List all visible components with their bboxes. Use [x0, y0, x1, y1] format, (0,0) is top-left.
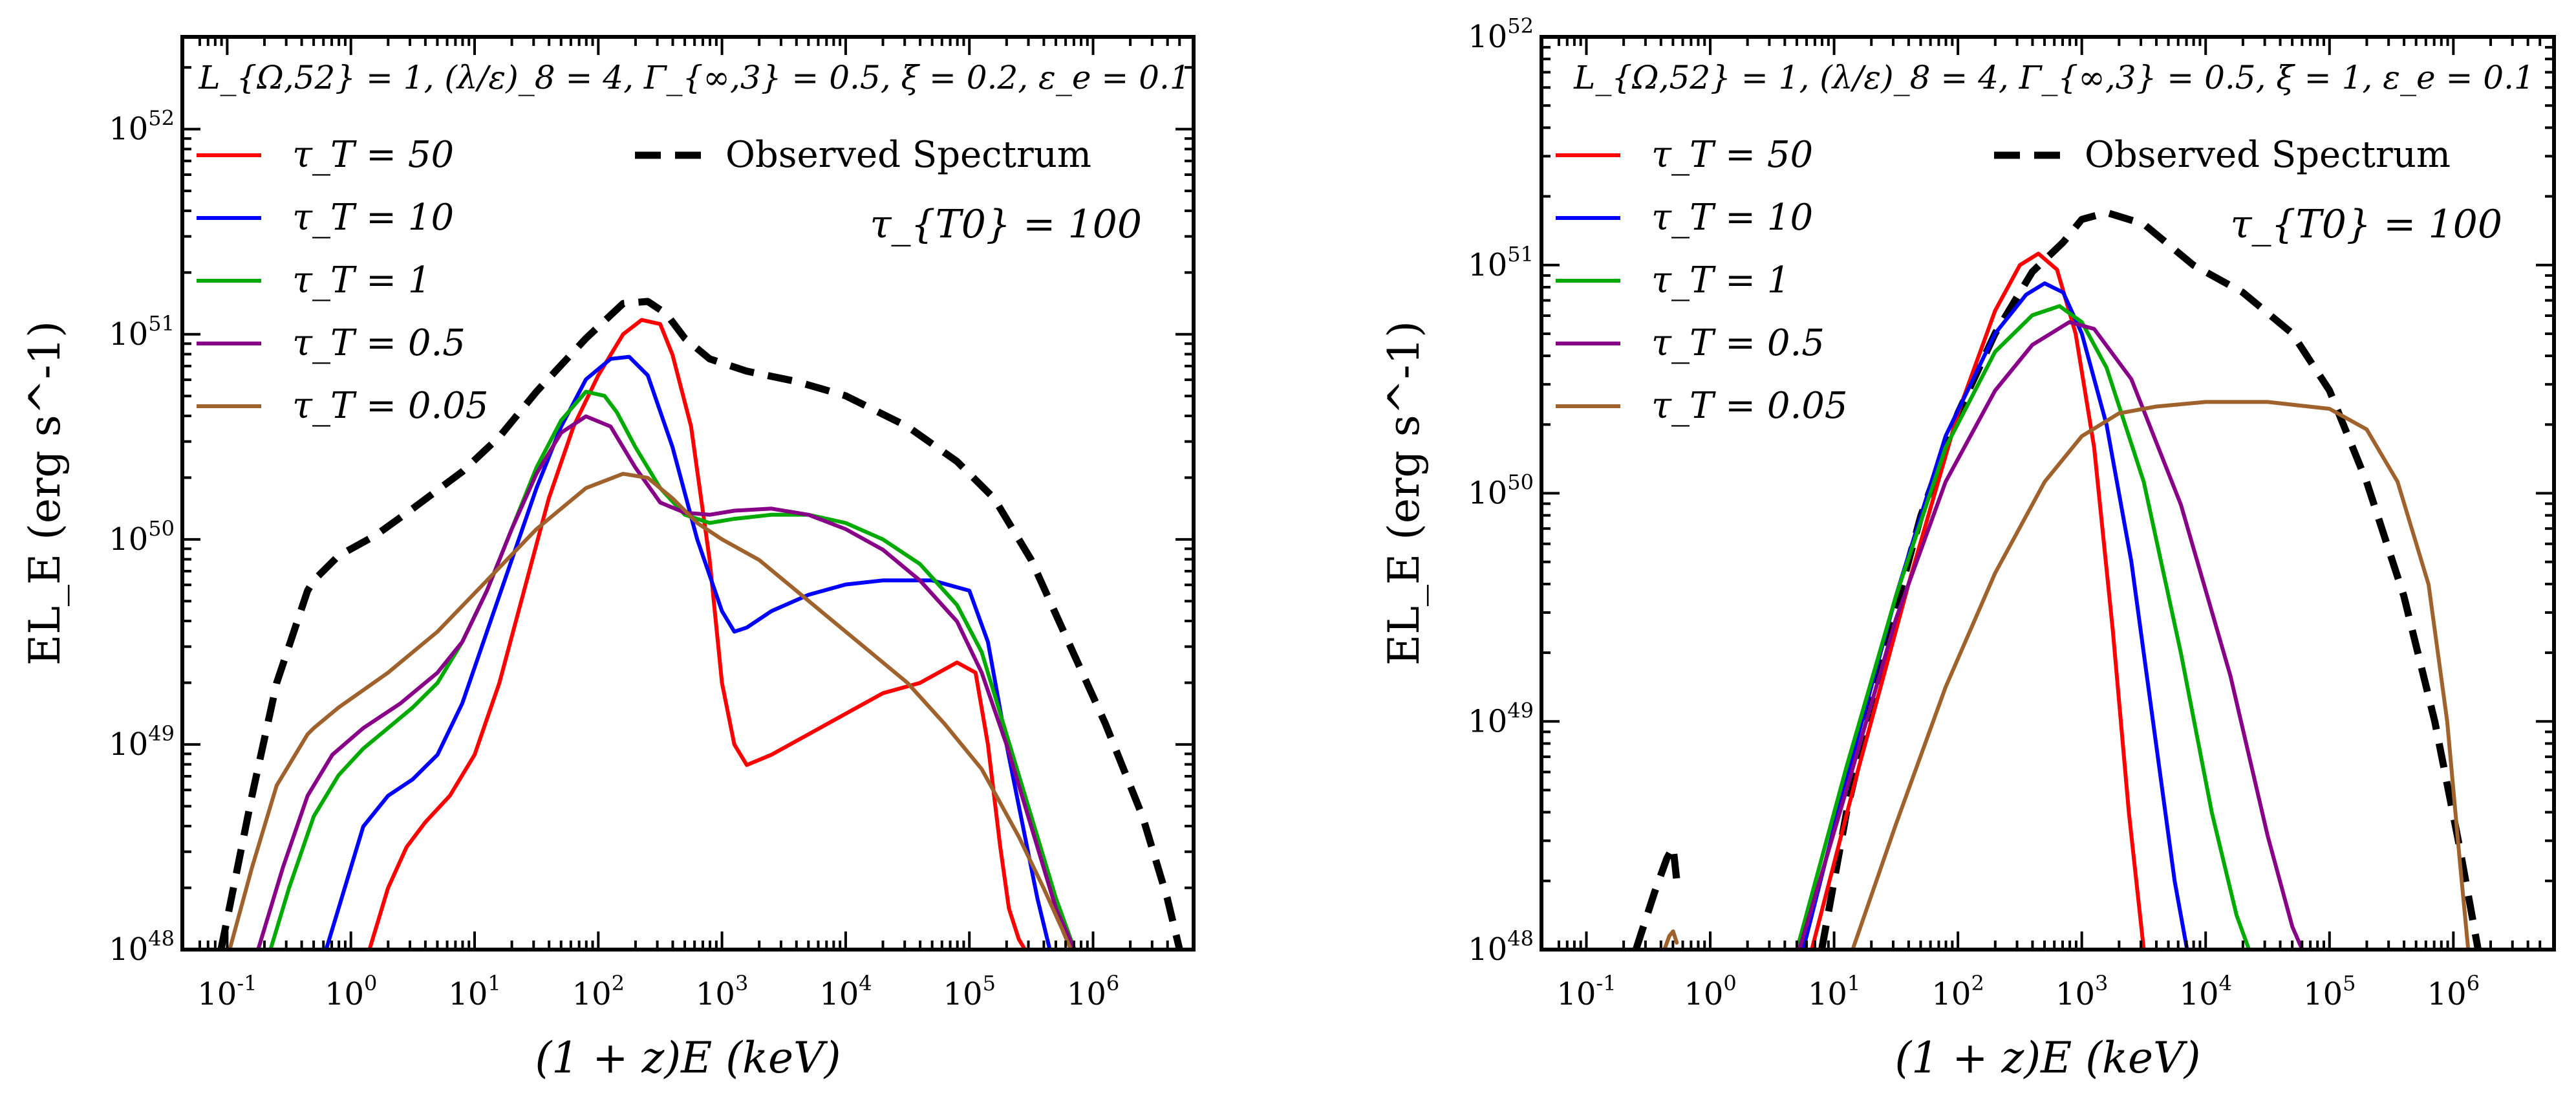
- left-axes-frame: [180, 35, 1196, 952]
- right-ytick-label: 1051: [1468, 242, 1534, 283]
- right-legend-entry: τ_T = 1: [1651, 259, 1790, 301]
- left-ytick-label: 1048: [109, 926, 175, 968]
- right-series-tau-t-1: [1795, 304, 2251, 950]
- left-xtick-label: 100: [325, 971, 377, 1012]
- left-xtick-label: 10-1: [197, 971, 257, 1012]
- right-series-group: [1632, 209, 2482, 950]
- left-xtick-label: 105: [943, 971, 995, 1012]
- left-legend-entry: Observed Spectrum: [725, 134, 1091, 176]
- right-series-tau-t-0-5: [1797, 320, 2304, 950]
- right-y-axis-label: EL_E (erg s^-1): [1379, 321, 1429, 666]
- right-xtick-label: 101: [1808, 971, 1860, 1012]
- left-xtick-label: 104: [819, 971, 872, 1012]
- left-series-tau-t-0-5: [256, 414, 1077, 950]
- left-series-group: [217, 298, 1183, 950]
- left-legend-entry: τ_T = 0.05: [292, 385, 489, 427]
- right-x-axis-label: (1 + z)E (keV): [1895, 1033, 2201, 1083]
- right-ticks: [1541, 36, 2554, 951]
- left-ytick-label: 1051: [109, 311, 175, 353]
- right-ytick-label: 1048: [1468, 926, 1534, 968]
- left-ytick-label: 1050: [109, 516, 175, 558]
- right-xtick-label: 105: [2303, 971, 2356, 1012]
- left-series-tau-t-50: [367, 318, 1027, 950]
- right-legend-entry: Observed Spectrum: [2085, 134, 2451, 176]
- right-xtick-label: 10-1: [1556, 971, 1616, 1012]
- right-legend-entry: τ_T = 0.05: [1651, 385, 1848, 427]
- right-xtick-label: 102: [1931, 971, 1984, 1012]
- right-xtick-label: 103: [2055, 971, 2108, 1012]
- left-x-axis-label: (1 + z)E (keV): [535, 1033, 841, 1083]
- right-legend-entry: τ_T = 0.5: [1651, 322, 1825, 364]
- right-tau-t0-label: τ_{T0} = 100: [2230, 202, 2502, 247]
- left-ytick-label: 1049: [109, 721, 175, 763]
- right-series-tau-t-10: [1801, 281, 2189, 950]
- left-legend-entry: τ_T = 50: [292, 134, 454, 176]
- right-xtick-label: 104: [2180, 971, 2232, 1012]
- left-xtick-label: 102: [572, 971, 625, 1012]
- left-y-axis-label: EL_E (erg s^-1): [20, 321, 70, 666]
- right-xtick-label: 106: [2427, 971, 2480, 1012]
- right-legend-entry: τ_T = 50: [1651, 134, 1813, 176]
- left-series-tau-t-1: [268, 389, 1077, 950]
- right-series-tau-t-50: [1810, 252, 2146, 950]
- left-series-tau-t-0-05: [228, 472, 1073, 950]
- left-legend-entry: τ_T = 0.5: [292, 322, 466, 364]
- right-legend-entry: τ_T = 10: [1651, 197, 1813, 239]
- left-ticks: [182, 37, 1194, 951]
- left-xtick-label: 103: [696, 971, 748, 1012]
- right-ytick-label: 1050: [1468, 470, 1534, 512]
- right-parameter-annotation: L_{Ω,52} = 1, (λ/ε)_8 = 4, Γ_{∞,3} = 0.5…: [1573, 59, 2535, 96]
- left-legend: τ_T = 50 τ_T = 10 τ_T = 1 τ_T = 0.5 τ_T = 0.…: [197, 134, 1091, 427]
- left-series-observed-spectrum: [217, 298, 1183, 950]
- left-xtick-label: 101: [448, 971, 500, 1012]
- left-series-tau-t-10: [324, 354, 1052, 950]
- left-parameter-annotation: L_{Ω,52} = 1, (λ/ε)_8 = 4, Γ_{∞,3} = 0.5…: [198, 59, 1190, 96]
- left-legend-entry: τ_T = 10: [292, 197, 454, 239]
- right-panel: 10-1 100 101 102 103 104 105 106 1048 1049 1050 105…: [1379, 14, 2556, 1083]
- right-legend: τ_T = 50 τ_T = 10 τ_T = 1 τ_T = 0.5 τ_T = 0.…: [1556, 134, 2451, 427]
- right-ytick-label: 1049: [1468, 698, 1534, 739]
- left-legend-entry: τ_T = 1: [292, 259, 431, 301]
- right-series-tau-t-0-05: [1662, 400, 2471, 950]
- right-ytick-label: 1052: [1468, 14, 1534, 55]
- left-tau-t0-label: τ_{T0} = 100: [870, 202, 1142, 247]
- right-xtick-label: 100: [1684, 971, 1736, 1012]
- left-panel: 10-1 100 101 102 103 104 105 106 1048 1049 1050 105…: [20, 35, 1196, 1083]
- left-xtick-label: 106: [1067, 971, 1119, 1012]
- left-ytick-label: 1052: [109, 106, 175, 147]
